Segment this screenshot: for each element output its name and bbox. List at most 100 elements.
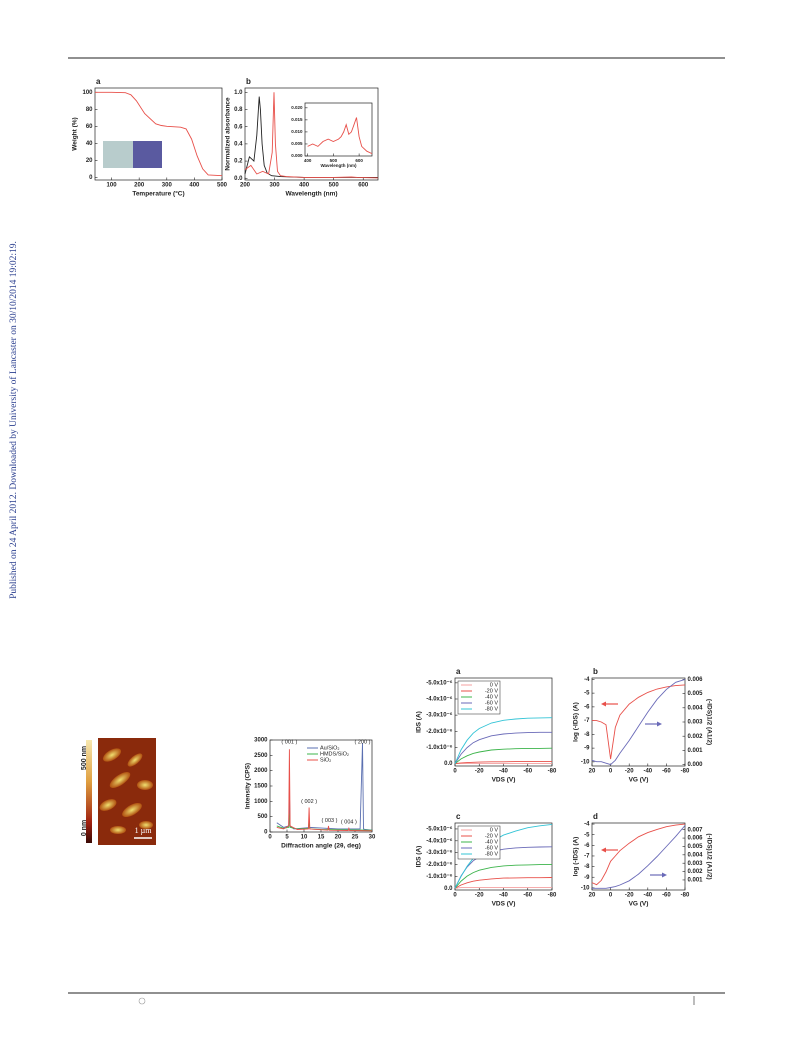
peak-label: ( 003 ) <box>322 818 338 824</box>
y-tick-label: 0.2 <box>234 159 243 165</box>
y-tick-label: 0.0 <box>444 886 453 892</box>
y-axis-label: IDS (A) <box>416 711 423 733</box>
x-axis-label: Diffraction angle (2θ, deg) <box>281 843 361 850</box>
panel-label: b <box>593 667 598 676</box>
y-tick-label: -8 <box>584 732 590 738</box>
y-axis-label: log (-IDS) (A) <box>573 837 580 877</box>
y-tick-label: -6 <box>584 843 590 849</box>
x-tick-label: 600 <box>358 183 369 189</box>
panel-label: c <box>456 812 461 821</box>
inset-photo <box>103 141 133 168</box>
y-tick-label: 0.005 <box>688 691 704 697</box>
x-tick-label: 300 <box>270 183 281 189</box>
y-tick-label: 0.8 <box>234 107 243 113</box>
x-tick-label: -80 <box>681 893 690 899</box>
y-tick-label: -5 <box>584 832 590 838</box>
y-tick-label: -7 <box>584 718 590 724</box>
x-tick-label: -80 <box>681 769 690 775</box>
y-tick-label: 0.0 <box>444 761 453 767</box>
y-tick-label: -8 <box>584 864 590 870</box>
x-tick-label: 600 <box>355 158 363 163</box>
panel-label: d <box>593 812 598 821</box>
x-tick-label: 0 <box>453 769 457 775</box>
afm-image <box>98 738 156 845</box>
x-tick-label: 0 <box>268 835 272 841</box>
x-tick-label: -60 <box>662 893 671 899</box>
x-tick-label: 30 <box>369 835 376 841</box>
y-tick-label: 0.003 <box>688 720 704 726</box>
x-tick-label: -20 <box>625 769 634 775</box>
plot-frame <box>94 87 223 181</box>
y-tick-label: 500 <box>257 814 268 820</box>
legend-label: -80 V <box>485 706 498 712</box>
x-tick-label: -60 <box>662 769 671 775</box>
legend-label: Au/SiO₂ <box>320 745 340 751</box>
x-tick-label: 0 <box>609 893 613 899</box>
peak-label: ( 200 ) <box>355 740 371 746</box>
y-tick-label: -2.0x10⁻⁶ <box>426 729 453 735</box>
y-tick-label: 0.0 <box>234 176 243 182</box>
colorbar-bottom-label: 0 nm <box>81 820 88 836</box>
x-tick-label: 20 <box>589 769 596 775</box>
data-line <box>95 91 223 177</box>
x-tick-label: 20 <box>335 835 342 841</box>
y-tick-label: 0.007 <box>688 827 704 833</box>
y-tick-label: 0.000 <box>688 762 704 768</box>
y2-axis-label: (-IDS)1/2 (A1/2) <box>705 833 712 879</box>
y-tick-label: 0 <box>89 175 93 181</box>
y-tick-label: 20 <box>86 158 93 164</box>
data-line <box>591 678 686 766</box>
footer-icon <box>138 997 146 1005</box>
y-tick-label: -9 <box>584 875 590 881</box>
x-tick-label: 400 <box>299 183 310 189</box>
x-axis-label: VG (V) <box>629 901 649 908</box>
y-tick-label: 80 <box>86 107 93 113</box>
x-tick-label: -40 <box>499 769 508 775</box>
y-axis-label: Intensity (CPS) <box>245 763 252 809</box>
data-line <box>454 731 552 764</box>
peak-label: ( 001 ) <box>281 740 297 746</box>
x-axis-label: VDS (V) <box>492 777 516 784</box>
y-tick-label: -5.0x10⁻⁶ <box>426 680 453 686</box>
y-tick-label: -2.0x10⁻⁶ <box>426 862 453 868</box>
x-tick-label: 500 <box>329 183 340 189</box>
download-note: Published on 24 April 2012. Downloaded b… <box>8 241 19 599</box>
y-tick-label: 0.004 <box>688 852 704 858</box>
x-axis-label: Wavelength (nm) <box>285 191 337 198</box>
y-tick-label: 0.003 <box>688 861 704 867</box>
data-line <box>454 864 552 889</box>
x-tick-label: -80 <box>548 769 557 775</box>
y-tick-label: -1.0x10⁻⁶ <box>426 745 453 751</box>
data-line <box>592 684 686 760</box>
legend-label: HMDS/SiO₂ <box>320 751 349 757</box>
x-tick-label: 500 <box>217 183 228 189</box>
y-tick-label: -5.0x10⁻⁶ <box>426 827 453 833</box>
y-tick-label: 100 <box>82 90 93 96</box>
x-tick-label: 200 <box>240 183 251 189</box>
y-tick-label: 0.6 <box>234 124 243 130</box>
y-tick-label: -3.0x10⁻⁶ <box>426 713 453 719</box>
plot-frame <box>304 102 373 157</box>
x-tick-label: -20 <box>475 769 484 775</box>
y-axis-label: Normalized absorbance <box>225 97 232 171</box>
x-tick-label: 10 <box>301 835 308 841</box>
y-tick-label: -4.0x10⁻⁶ <box>426 838 453 844</box>
scale-bar-label: 1 µm <box>135 826 153 835</box>
y-tick-label: 0.005 <box>688 844 704 850</box>
x-tick-label: 300 <box>162 183 173 189</box>
y-tick-label: 1500 <box>254 784 268 790</box>
y-tick-label: 40 <box>86 141 93 147</box>
y-tick-label: 0.004 <box>688 705 704 711</box>
data-line <box>454 761 552 765</box>
x-axis-label: VDS (V) <box>492 901 516 908</box>
legend-label: -60 V <box>485 700 498 706</box>
y-tick-label: 0.4 <box>234 141 243 147</box>
x-tick-label: -40 <box>499 893 508 899</box>
y-tick-label: 0.002 <box>688 869 704 875</box>
peak-label: ( 004 ) <box>341 820 357 826</box>
x-tick-label: 100 <box>107 183 118 189</box>
x-tick-label: -20 <box>625 893 634 899</box>
data-line <box>244 92 379 179</box>
x-axis-label: VG (V) <box>629 777 649 784</box>
